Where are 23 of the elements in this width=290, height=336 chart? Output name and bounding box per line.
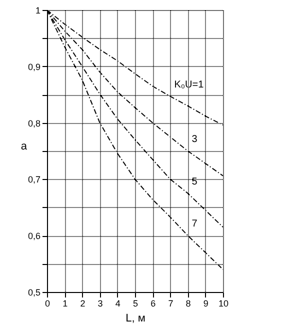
y-tick-label: 0,5 <box>28 288 40 298</box>
x-tick-label: 10 <box>218 298 229 308</box>
x-tick-label: 4 <box>115 298 120 308</box>
series-label: 7 <box>192 218 198 230</box>
x-axis-title: L, м <box>126 312 146 324</box>
y-tick-label: 0,8 <box>28 118 40 128</box>
y-tick-label: 0,9 <box>28 62 40 72</box>
y-axis-title: a <box>20 140 28 152</box>
y-tick-label: 0,7 <box>28 174 40 185</box>
x-tick-label: 8 <box>186 298 191 308</box>
x-tick-label: 7 <box>168 298 174 308</box>
y-tick-label: 1 <box>35 6 40 16</box>
x-tick-label: 9 <box>203 298 208 308</box>
series-label: K₀U=1 <box>174 79 204 90</box>
series-label: 5 <box>192 176 198 188</box>
x-tick-label: 2 <box>80 298 86 308</box>
x-tick-label: 0 <box>44 298 50 308</box>
series-label: 3 <box>192 134 198 145</box>
x-tick-label: 6 <box>150 298 156 308</box>
x-tick-label: 3 <box>98 298 103 308</box>
x-tick-label: 1 <box>62 298 68 308</box>
x-tick-label: 5 <box>132 298 138 308</box>
y-tick-label: 0,6 <box>28 231 40 242</box>
